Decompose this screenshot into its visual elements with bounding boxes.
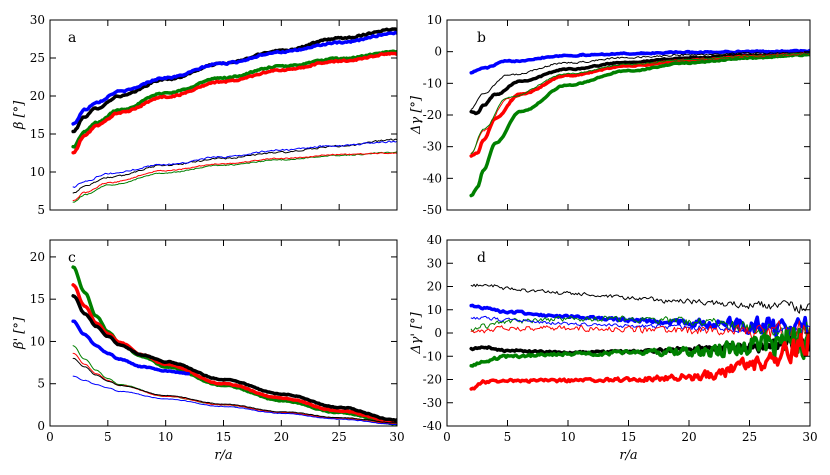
y-tick-label: 5 [37,377,45,391]
y-tick-label: -20 [423,373,442,387]
series-line-green-thin [72,151,397,203]
series-line-red-thin [72,152,397,202]
x-tick-label: 30 [802,430,817,444]
x-tick-label: 15 [621,430,636,444]
y-tick-label: -10 [423,76,442,90]
panel-d: 0 5 10 15 20 25 30 -40 -30 -20 -10 0 10 20 30 40 Δγ' [°]… [409,233,818,463]
y-tick-label: -40 [423,419,442,433]
series-line-black-thin [470,51,810,110]
y-tick-label: 5 [37,203,45,217]
y-axis-label: β [°] [12,100,27,130]
panel-c: 0 5 10 15 20 25 30 0 5 10 15 20 β' [°] r/a c [12,239,405,463]
series-line-red-thick [71,283,397,424]
y-tick-label: 25 [30,51,45,65]
x-tick-label: 5 [104,430,112,444]
y-axis-label: Δγ [°] [409,95,424,135]
series-line-blue-thin [470,50,810,73]
series-line-green-thick [469,327,810,368]
y-axis-label: Δγ' [°] [409,311,424,354]
series-line-red-thick [469,331,810,391]
x-tick-label: 10 [158,430,173,444]
panel-letter: a [68,30,76,46]
y-tick-label: 10 [427,13,442,27]
x-tick-label: 10 [560,430,575,444]
y-tick-label: 10 [427,303,442,317]
plot-frame [49,19,398,211]
y-tick-label: -10 [423,349,442,363]
series-line-black-thick [71,294,397,423]
x-axis-label: r/a [214,448,232,463]
x-tick-label: 20 [274,430,289,444]
x-tick-label: 5 [504,430,512,444]
x-tick-label: 20 [681,430,696,444]
series-line-black-thin [470,283,810,314]
x-tick-label: 15 [216,430,231,444]
y-tick-label: 15 [30,292,45,306]
series-group [71,27,397,203]
y-tick-label: -50 [423,203,442,217]
series-line-green-thick [71,49,397,149]
y-tick-label: 10 [30,334,45,348]
y-tick-label: 10 [30,165,45,179]
panel-letter: b [477,30,486,46]
series-line-blue-thick [469,303,810,345]
x-tick-label: 30 [389,430,404,444]
y-tick-label: -30 [423,140,442,154]
y-tick-label: 20 [30,89,45,103]
series-line-blue-thin [470,315,810,335]
y-tick-label: 30 [30,13,45,27]
panel-letter: c [68,250,76,266]
series-line-red-thick [71,51,397,155]
y-tick-label: 30 [427,256,442,270]
panel-a: 5 10 15 20 25 30 β [°] a [12,13,398,217]
y-tick-label: 0 [434,45,442,59]
x-tick-label: 0 [46,430,54,444]
y-tick-label: 20 [30,250,45,264]
series-line-blue-thin [72,140,397,188]
series-line-green-thick [469,52,810,198]
y-tick-label: 0 [434,326,442,340]
series-group [469,48,810,198]
x-tick-label: 25 [742,430,757,444]
y-tick-label: 0 [37,419,45,433]
series-line-blue-thick [71,319,191,376]
y-tick-label: -20 [423,108,442,122]
y-tick-label: -30 [423,396,442,410]
y-tick-label: -40 [423,171,442,185]
x-tick-label: 25 [332,430,347,444]
series-line-blue-thin [72,375,397,426]
series-line-black-thin [72,138,397,194]
y-tick-label: 20 [427,280,442,294]
series-line-blue-thick [71,30,397,126]
series-group [71,265,397,426]
panel-b: -50 -40 -30 -20 -10 0 10 Δγ [°] b [409,13,811,217]
panel-letter: d [477,250,486,266]
x-tick-label: 0 [443,430,451,444]
series-group [469,283,810,391]
x-axis-label: r/a [619,448,637,463]
y-tick-label: 40 [427,233,442,247]
y-axis-label: β' [°] [12,316,27,350]
series-line-green-thin [470,53,810,154]
y-tick-label: 15 [30,127,45,141]
series-line-black-thin [72,357,397,424]
